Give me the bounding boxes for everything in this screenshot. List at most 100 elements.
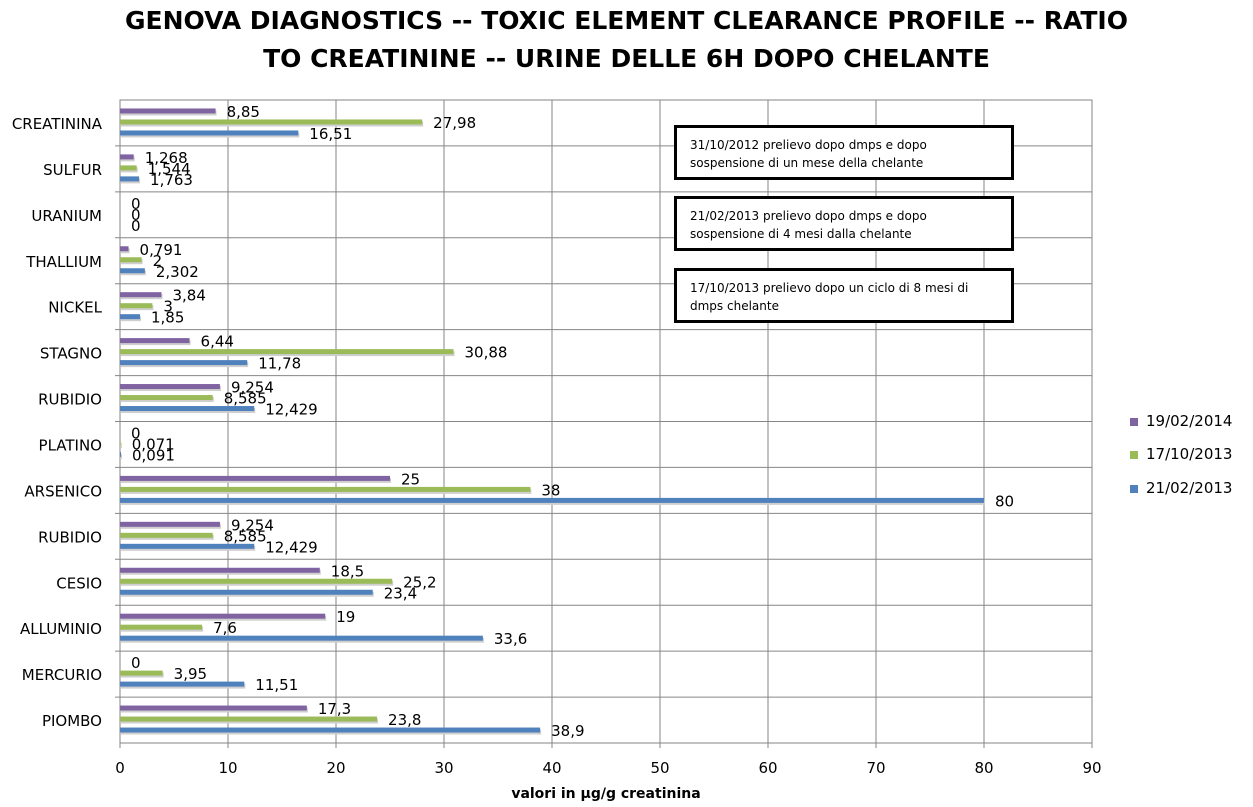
data-label: 0 <box>131 195 141 213</box>
bar <box>120 338 190 344</box>
legend-label: 21/02/2013 <box>1146 479 1233 497</box>
data-label: 9,254 <box>231 516 274 534</box>
bar <box>120 406 255 412</box>
bar <box>120 521 220 527</box>
chart-title-line-1: GENOVA DIAGNOSTICS -- TOXIC ELEMENT CLEA… <box>125 6 1128 35</box>
bar <box>120 681 245 687</box>
legend-swatch <box>1130 485 1138 493</box>
data-label: 2,302 <box>156 263 199 281</box>
data-label: 18,5 <box>331 562 364 580</box>
bar <box>120 349 454 355</box>
data-label: 6,44 <box>201 333 234 351</box>
bar <box>120 543 255 549</box>
category-label: PLATINO <box>39 436 102 454</box>
data-label: 19 <box>336 608 355 626</box>
category-label: RUBIDIO <box>38 528 102 546</box>
category-label: ARSENICO <box>24 482 102 500</box>
chart-title: GENOVA DIAGNOSTICS -- TOXIC ELEMENT CLEA… <box>0 2 1253 78</box>
bar <box>120 440 121 446</box>
data-label: 7,6 <box>213 619 237 637</box>
data-label: 12,429 <box>265 538 318 556</box>
data-label: 0 <box>131 654 141 672</box>
data-label: 2 <box>153 252 163 270</box>
annotation-2-line-2: sospensione di 4 mesi dalla chelante <box>690 227 912 241</box>
data-label: 27,98 <box>433 114 476 132</box>
category-label: ALLUMINIO <box>20 620 102 638</box>
bar <box>120 532 213 538</box>
bar <box>120 613 326 619</box>
bar <box>120 154 134 160</box>
bar <box>120 314 140 320</box>
bar-shadow <box>121 442 122 448</box>
data-label: 30,88 <box>465 344 508 362</box>
category-label: CESIO <box>56 574 102 592</box>
x-tick-label: 30 <box>434 759 453 777</box>
data-label: 3,84 <box>172 287 205 305</box>
data-label: 23,4 <box>384 584 417 602</box>
data-label: 0,791 <box>140 241 183 259</box>
category-label: SULFUR <box>43 161 102 179</box>
x-axis-label: valori in µg/g creatinina <box>511 786 701 802</box>
x-tick-label: 10 <box>218 759 237 777</box>
bar <box>120 624 203 630</box>
data-label: 25,2 <box>403 573 436 591</box>
annotation-box-2: 21/02/2013 prelievo dopo dmps e dopo sos… <box>674 196 1014 251</box>
category-label: STAGNO <box>40 345 102 363</box>
bar <box>120 705 307 711</box>
data-label: 8,585 <box>224 390 267 408</box>
data-label: 3,95 <box>174 665 207 683</box>
bar <box>120 451 121 457</box>
annotation-box-3: 17/10/2013 prelievo dopo un ciclo di 8 m… <box>674 268 1014 323</box>
bar <box>120 395 213 401</box>
bar <box>120 635 483 641</box>
data-label: 0 <box>131 424 141 442</box>
annotation-box-1: 31/10/2012 prelievo dopo dmps e dopo sos… <box>674 125 1014 180</box>
data-label: 33,6 <box>494 630 527 648</box>
data-label: 80 <box>995 492 1014 510</box>
category-label: CREATININA <box>12 115 103 133</box>
data-label: 0 <box>131 217 141 235</box>
data-label: 0,091 <box>132 446 175 464</box>
bar-shadow <box>121 453 122 459</box>
data-label: 0,071 <box>132 435 175 453</box>
bar <box>120 567 320 573</box>
x-tick-label: 60 <box>758 759 777 777</box>
bar <box>120 589 373 595</box>
category-label: THALLIUM <box>25 253 102 271</box>
bar <box>120 486 531 492</box>
bar <box>120 119 423 125</box>
bar <box>120 246 129 252</box>
data-label: 25 <box>401 470 420 488</box>
annotation-2-line-1: 21/02/2013 prelievo dopo dmps e dopo <box>690 209 927 223</box>
bar <box>120 292 162 298</box>
bar <box>120 130 299 136</box>
annotation-3-line-1: 17/10/2013 prelievo dopo un ciclo di 8 m… <box>690 281 969 295</box>
data-label: 17,3 <box>318 700 351 718</box>
category-label: RUBIDIO <box>38 391 102 409</box>
bar <box>120 257 142 263</box>
data-label: 8,585 <box>224 527 267 545</box>
x-tick-label: 40 <box>542 759 561 777</box>
bar <box>120 716 378 722</box>
bar <box>120 727 541 733</box>
data-label: 11,78 <box>258 355 301 373</box>
data-label: 3 <box>163 298 173 316</box>
bar <box>120 176 140 182</box>
bar <box>120 475 390 481</box>
data-label: 23,8 <box>388 711 421 729</box>
x-tick-label: 80 <box>974 759 993 777</box>
data-label: 1,268 <box>145 149 188 167</box>
category-label: NICKEL <box>48 299 102 317</box>
annotation-1-line-2: sospensione di un mese della chelante <box>690 156 924 170</box>
category-label: PIOMBO <box>42 712 102 730</box>
annotation-1-line-1: 31/10/2012 prelievo dopo dmps e dopo <box>690 138 927 152</box>
data-label: 16,51 <box>309 125 352 143</box>
x-tick-label: 70 <box>866 759 885 777</box>
data-label: 38,9 <box>551 722 584 740</box>
x-tick-label: 0 <box>115 759 125 777</box>
bar <box>120 268 145 274</box>
data-label: 11,51 <box>255 676 298 694</box>
data-label: 1,544 <box>148 160 191 178</box>
data-label: 12,429 <box>265 401 318 419</box>
